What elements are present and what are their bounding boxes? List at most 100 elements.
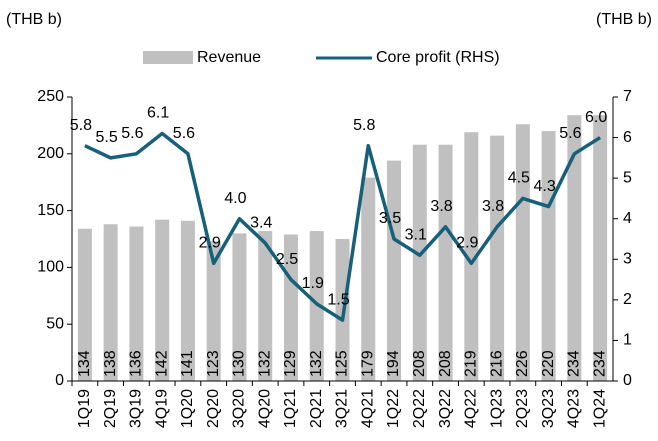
y2-tick-label: 4 <box>623 210 632 227</box>
y-tick-label: 250 <box>37 88 64 105</box>
bar-value-label: 208 <box>437 350 454 377</box>
legend-label: Core profit (RHS) <box>376 49 500 66</box>
bar <box>206 241 221 381</box>
line-value-label: 5.8 <box>353 117 375 134</box>
y-tick-label: 50 <box>46 315 64 332</box>
line-value-label: 4.5 <box>508 170 530 187</box>
line <box>84 131 602 322</box>
line-value-label: 5.6 <box>121 125 143 142</box>
line-value-label: 4.0 <box>224 190 246 207</box>
y2-tick-label: 5 <box>623 169 632 186</box>
bar-value-label: 132 <box>256 350 273 377</box>
bar-value-label: 138 <box>102 350 119 377</box>
bar <box>541 131 556 381</box>
bar <box>361 177 376 381</box>
x-tick-label: 2Q23 <box>514 389 531 428</box>
bar <box>515 124 530 381</box>
line-value-label: 5.5 <box>96 129 118 146</box>
line-value-label: 6.1 <box>147 105 169 122</box>
y2-axis-label: (THB b) <box>596 11 652 28</box>
bar <box>180 220 195 381</box>
bar-value-label: 132 <box>308 350 325 377</box>
y2-tick-label: 6 <box>623 129 632 146</box>
y-tick-label: 200 <box>37 145 64 162</box>
x-tick-label: 1Q19 <box>76 389 93 428</box>
y2-tick-label: 2 <box>623 291 632 308</box>
bar-value-label: 216 <box>488 350 505 377</box>
line-value-label: 2.9 <box>199 235 221 252</box>
x-tick-label: 4Q22 <box>463 389 480 428</box>
line-value-label: 5.6 <box>173 125 195 142</box>
bar <box>567 115 582 382</box>
line-value-label: 1.5 <box>327 291 349 308</box>
x-tick-label: 2Q21 <box>308 389 325 428</box>
x-tick-label: 2Q20 <box>205 389 222 428</box>
x-tick-label: 3Q19 <box>128 389 145 428</box>
line-value-label: 2.5 <box>276 251 298 268</box>
bar <box>309 231 324 381</box>
x-tick-label: 1Q21 <box>282 389 299 428</box>
x-tick-label: 3Q20 <box>231 389 248 428</box>
line-value-label: 3.8 <box>482 198 504 215</box>
x-tick-label: 3Q21 <box>334 389 351 428</box>
bar-value-label: 136 <box>128 350 145 377</box>
bar <box>77 228 92 381</box>
bar <box>464 132 479 381</box>
y-axis-label: (THB b) <box>6 11 62 28</box>
bar-value-label: 220 <box>540 350 557 377</box>
y2-tick-label: 3 <box>623 251 632 268</box>
bar-value-label: 142 <box>153 350 170 377</box>
line-value-label: 3.1 <box>405 226 427 243</box>
line-value-label: 1.9 <box>302 275 324 292</box>
bar <box>103 224 118 381</box>
x-tick-label: 3Q22 <box>437 389 454 428</box>
bar <box>283 234 298 381</box>
x-tick-label: 1Q20 <box>179 389 196 428</box>
bar-value-label: 129 <box>282 350 299 377</box>
x-tick-label: 1Q24 <box>591 389 608 428</box>
line-value-label: 5.8 <box>70 117 92 134</box>
bar <box>490 135 505 381</box>
bar-value-label: 125 <box>334 350 351 377</box>
y2-tick-label: 7 <box>623 88 632 105</box>
bar-value-label: 219 <box>463 350 480 377</box>
bar-value-label: 141 <box>179 350 196 377</box>
x-tick-label: 4Q21 <box>359 389 376 428</box>
line-value-label: 4.3 <box>533 178 555 195</box>
x-tick-label: 2Q19 <box>102 389 119 428</box>
bar-value-label: 234 <box>566 350 583 377</box>
y-tick-label: 150 <box>37 202 64 219</box>
x-tick-label: 4Q20 <box>256 389 273 428</box>
x-tick-label: 1Q23 <box>488 389 505 428</box>
legend-label: Revenue <box>197 49 261 66</box>
bar <box>387 160 402 381</box>
bar <box>258 231 273 381</box>
y2-tick-label: 0 <box>623 372 632 389</box>
line-value-label: 3.4 <box>250 214 272 231</box>
bar-value-label: 134 <box>76 350 93 377</box>
y-tick-label: 100 <box>37 259 64 276</box>
line-value-label: 5.6 <box>559 125 581 142</box>
x-tick-label: 3Q23 <box>540 389 557 428</box>
bar-value-label: 179 <box>359 350 376 377</box>
bar-value-label: 123 <box>205 350 222 377</box>
bar <box>232 233 247 381</box>
y-tick-label: 0 <box>55 372 64 389</box>
line-value-label: 6.0 <box>585 109 607 126</box>
x-tick-label: 1Q22 <box>385 389 402 428</box>
line-value-label: 2.9 <box>456 235 478 252</box>
bar <box>129 226 144 381</box>
bar <box>438 144 453 381</box>
x-tick-label: 4Q19 <box>153 389 170 428</box>
bar-value-label: 226 <box>514 350 531 377</box>
legend-swatch <box>143 51 193 64</box>
y2-tick-label: 1 <box>623 332 632 349</box>
x-tick-label: 4Q23 <box>566 389 583 428</box>
line-value-label: 3.5 <box>379 210 401 227</box>
bar <box>593 115 608 382</box>
line-value-label: 3.8 <box>430 198 452 215</box>
x-tick-label: 2Q22 <box>411 389 428 428</box>
bar <box>412 144 427 381</box>
bar-value-label: 234 <box>591 350 608 377</box>
